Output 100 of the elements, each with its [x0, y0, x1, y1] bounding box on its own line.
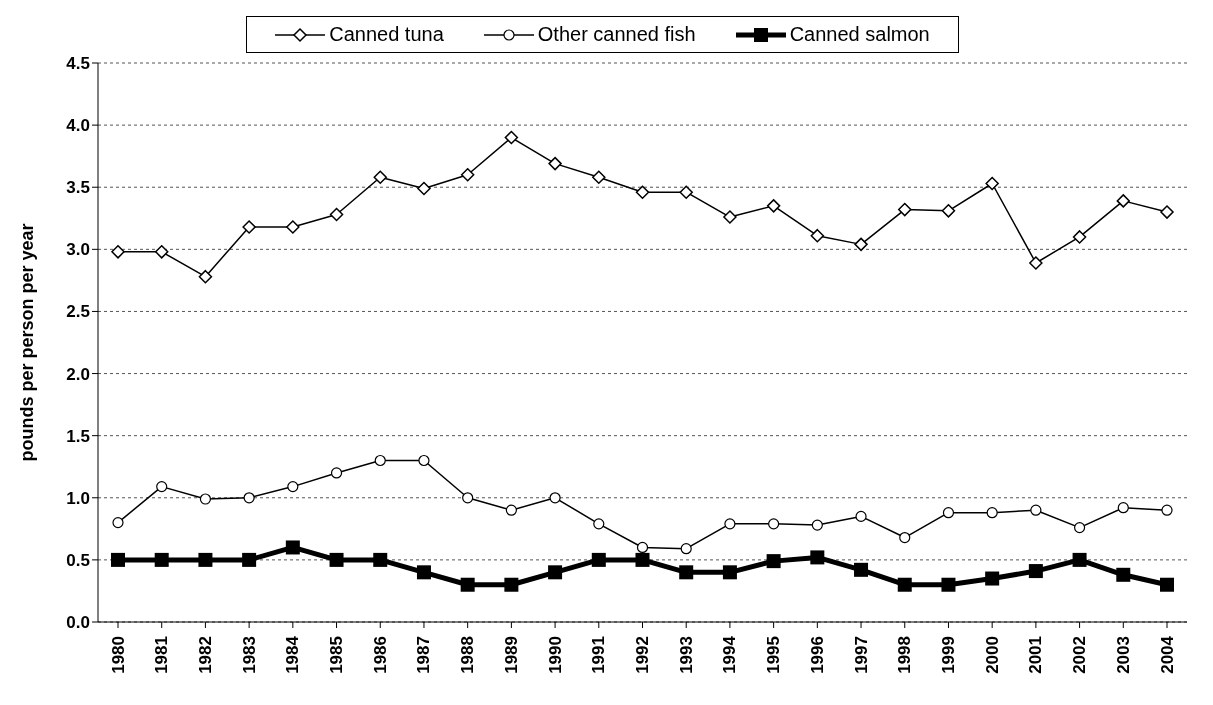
y-tick-label: 4.0 [66, 116, 90, 136]
point [373, 170, 387, 185]
legend-label: Canned salmon [789, 23, 930, 46]
y-tick-label: 0.5 [66, 550, 90, 570]
x-tick-label: 1996 [807, 636, 827, 674]
point [548, 565, 563, 580]
x-tick-label: 1981 [152, 636, 172, 674]
x-tick-label: 1986 [370, 636, 390, 674]
x-tick-label: 1992 [633, 636, 652, 674]
point [941, 204, 956, 218]
point [1160, 577, 1174, 592]
point [1116, 194, 1131, 208]
point [1030, 504, 1042, 516]
point [287, 481, 299, 493]
point [679, 565, 694, 580]
x-tick-label: 1993 [676, 636, 696, 674]
point [198, 552, 213, 567]
x-tick-label: 2004 [1157, 635, 1177, 674]
x-tick-label: 1999 [938, 636, 958, 674]
point [198, 269, 213, 284]
y-tick-label: 1.0 [66, 488, 90, 508]
point [505, 504, 517, 516]
point [460, 168, 475, 182]
x-tick-label: 1989 [501, 636, 521, 674]
point [986, 507, 998, 519]
legend-label: Canned tuna [329, 23, 444, 46]
point [242, 220, 256, 234]
x-tick-label: 1990 [545, 636, 565, 674]
point [111, 552, 125, 567]
point [1073, 521, 1086, 534]
point [374, 454, 386, 467]
point [1116, 567, 1131, 582]
point [330, 467, 343, 479]
point [680, 543, 692, 555]
x-tick-label: 1998 [895, 636, 915, 674]
y-tick-label: 2.0 [66, 364, 90, 384]
point [285, 540, 300, 555]
point [810, 550, 825, 565]
point [112, 517, 124, 529]
y-tick-label: 0.0 [66, 613, 90, 633]
point [286, 220, 300, 234]
x-tick-label: 1991 [589, 636, 609, 674]
point [504, 130, 519, 145]
point [854, 562, 869, 577]
y-axis-title: pounds per person per year [17, 223, 38, 462]
point [723, 210, 737, 224]
point [724, 518, 736, 530]
point [243, 492, 255, 504]
x-tick-label: 2000 [982, 636, 1002, 674]
x-tick-label: 1988 [458, 636, 478, 674]
point [156, 481, 168, 493]
point [1117, 502, 1129, 514]
x-tick-label: 2002 [1070, 636, 1090, 674]
point [636, 541, 649, 554]
point [154, 552, 169, 567]
x-tick-label: 2001 [1026, 636, 1046, 674]
point [242, 552, 257, 567]
point [635, 185, 650, 199]
point [418, 454, 430, 467]
point [985, 571, 1000, 586]
point [766, 199, 781, 213]
point [591, 552, 606, 567]
point [460, 577, 475, 592]
x-tick-label: 1994 [720, 635, 740, 674]
y-tick-label: 3.0 [66, 240, 90, 260]
point [154, 245, 169, 259]
point [1072, 230, 1087, 244]
x-tick-label: 1980 [108, 636, 128, 674]
point [1072, 552, 1087, 567]
point [897, 577, 912, 592]
y-tick-label: 3.5 [66, 178, 90, 198]
x-tick-label: 1997 [851, 636, 871, 674]
point [768, 518, 780, 530]
point [854, 237, 868, 252]
point [942, 507, 955, 519]
point [548, 156, 562, 171]
y-tick-label: 1.5 [66, 426, 90, 446]
y-tick-label: 2.5 [66, 302, 90, 322]
point [1028, 564, 1043, 579]
point [592, 170, 606, 185]
x-tick-label: 1985 [327, 636, 347, 674]
x-tick-label: 1982 [195, 636, 215, 674]
point [635, 552, 650, 567]
point [1029, 256, 1043, 270]
point [898, 202, 912, 217]
point [593, 518, 605, 530]
point [766, 554, 781, 569]
legend-label: Other canned fish [537, 23, 696, 46]
point [549, 492, 561, 504]
x-tick-label: 1983 [239, 636, 259, 674]
x-tick-label: 1987 [414, 636, 434, 674]
point [722, 565, 737, 580]
point [899, 531, 911, 544]
y-tick-label: 4.5 [66, 54, 90, 74]
x-tick-label: 2003 [1113, 636, 1133, 674]
point [1160, 205, 1174, 219]
point [111, 245, 125, 259]
point [329, 207, 344, 222]
point [985, 176, 999, 191]
point [373, 552, 388, 567]
